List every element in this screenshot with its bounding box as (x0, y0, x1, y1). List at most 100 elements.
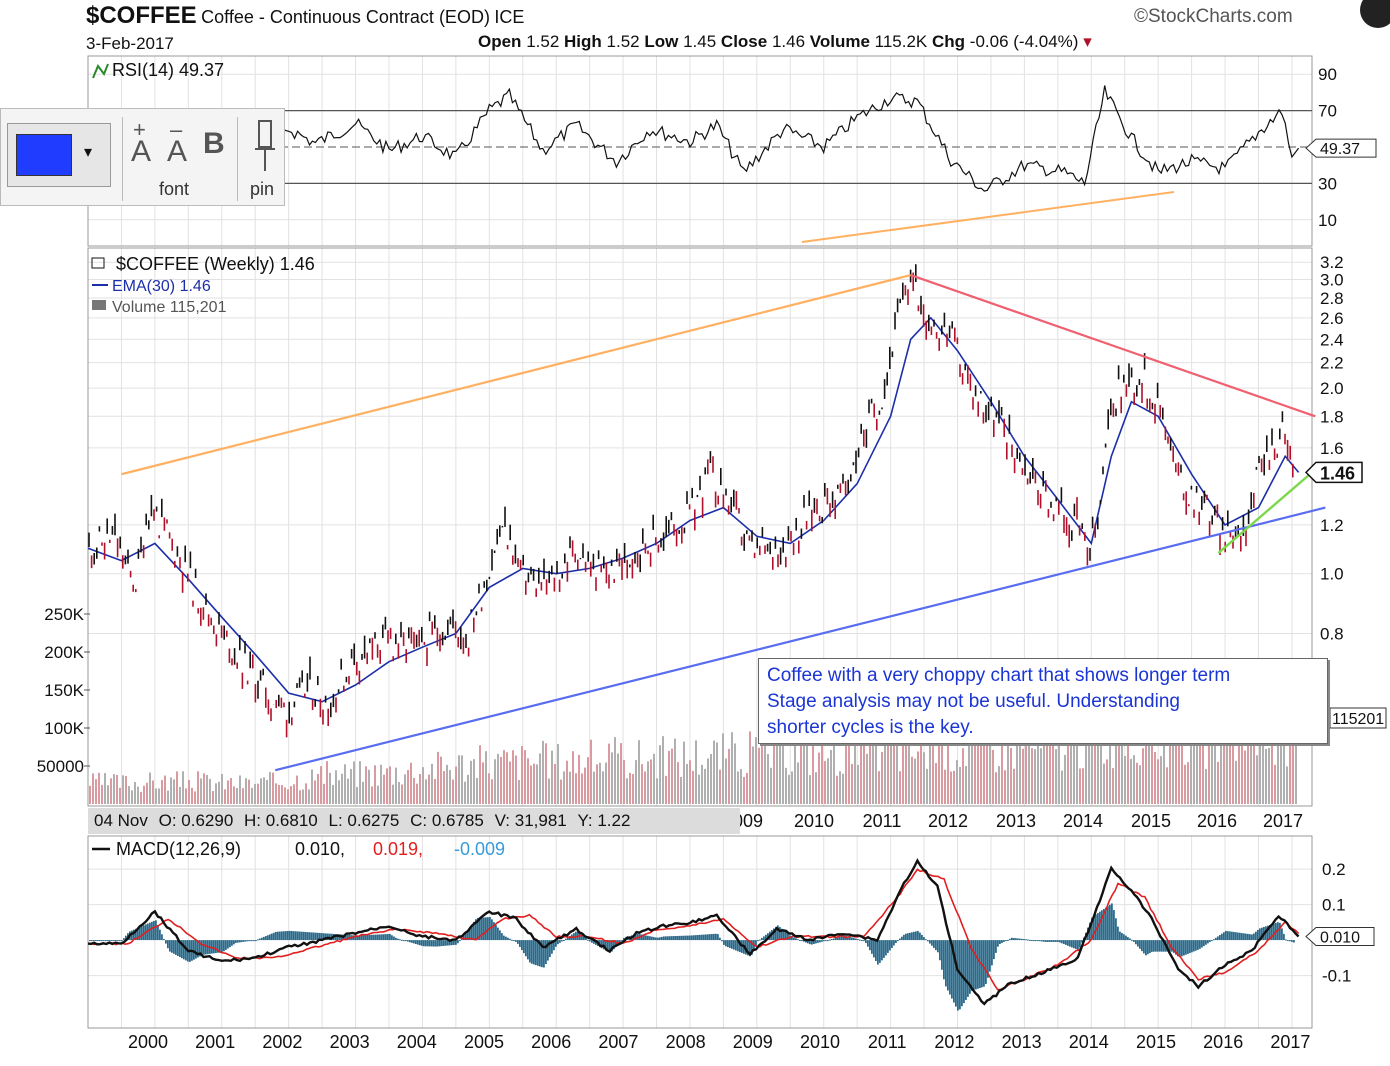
macd-histogram-bar (1005, 940, 1007, 942)
macd-histogram-bar (761, 937, 763, 941)
macd-histogram-bar (555, 940, 557, 947)
macd-histogram-bar (1153, 940, 1155, 952)
volume-bar (281, 785, 283, 804)
macd-histogram-bar (1285, 939, 1287, 941)
volume-bar (596, 764, 598, 804)
volume-bar (521, 746, 523, 804)
volume-bar (518, 780, 520, 804)
macd-histogram-bar (179, 940, 181, 958)
macd-histogram-bar (1001, 940, 1003, 943)
macd-histogram-bar (805, 940, 807, 943)
volume-bar (1151, 714, 1153, 804)
volume-bar (1265, 748, 1267, 804)
macd-histogram-bar (1149, 940, 1151, 954)
macd-histogram-bar (815, 940, 817, 944)
macd-histogram-bar (937, 940, 939, 953)
macd-histogram-bar (223, 940, 225, 952)
volume-bar (530, 765, 532, 804)
macd-histogram-bar (165, 940, 167, 944)
macd-histogram-bar (1209, 940, 1211, 942)
volume-bar (1178, 739, 1180, 804)
macd-histogram-bar (1113, 910, 1115, 941)
macd-histogram-bar (1151, 940, 1153, 952)
volume-bar (185, 788, 187, 804)
price-legend-icon (91, 257, 105, 269)
volume-bar (1001, 726, 1003, 804)
volume-bar (398, 782, 400, 804)
trendline-red (910, 274, 1316, 418)
macd-histogram-bar (1187, 940, 1189, 954)
macd-histogram-bar (1269, 924, 1271, 941)
bold-button[interactable]: B (203, 127, 225, 160)
annotation-line-2: Stage analysis may not be useful. Unders… (767, 691, 1180, 712)
macd-histogram-bar (1193, 940, 1195, 952)
price-tick-label: 0.8 (1320, 624, 1344, 643)
macd-histogram-bar (897, 940, 899, 942)
macd-histogram-bar (611, 940, 613, 952)
macd-histogram-bar (659, 937, 661, 941)
macd-histogram-bar (133, 929, 135, 941)
volume-bar (542, 740, 544, 804)
volume-bar (1169, 730, 1171, 804)
rsi-tick-label: 90 (1318, 65, 1337, 84)
volume-bar (806, 733, 808, 804)
volume-bar (929, 745, 931, 804)
volume-bar (1010, 747, 1012, 804)
macd-histogram-bar (817, 940, 819, 943)
macd-histogram-bar (561, 940, 563, 942)
macd-histogram-bar (297, 931, 299, 941)
annotation-note[interactable]: Coffee with a very choppy chart that sho… (758, 658, 1328, 744)
color-swatch[interactable] (16, 134, 72, 176)
volume-bar (134, 781, 136, 804)
title-row: $COFFEE Coffee - Continuous Contract (EO… (86, 2, 524, 30)
macd-histogram-bar (365, 935, 367, 941)
volume-bar (704, 768, 706, 804)
macd-histogram-bar (1107, 906, 1109, 941)
volume-bar (404, 774, 406, 804)
macd-histogram-bar (737, 940, 739, 952)
macd-histogram-bar (1141, 940, 1143, 952)
macd-histogram-bar (613, 940, 615, 950)
macd-histogram-bar (1089, 922, 1091, 941)
volume-bar (812, 742, 814, 804)
macd-histogram-bar (957, 940, 959, 1011)
macd-histogram-bar (1273, 923, 1275, 941)
watermark[interactable]: ©StockCharts.com (1134, 6, 1293, 27)
volume-bar (1289, 708, 1291, 804)
annotation-toolbar: ▾ + A – A B font pin (0, 108, 285, 206)
x-axis-label: 2002 (262, 1032, 302, 1052)
volume-bar (1046, 731, 1048, 804)
macd-histogram-bar (315, 932, 317, 941)
volume-bar (989, 737, 991, 804)
macd-histogram-bar (885, 940, 887, 956)
color-picker[interactable]: ▾ (7, 123, 111, 187)
volume-bar (1286, 766, 1288, 804)
volume-bar (227, 780, 229, 804)
close-icon[interactable] (1360, 0, 1390, 28)
macd-histogram-bar (231, 940, 233, 946)
rsi-tick-label: 10 (1318, 211, 1337, 230)
macd-histogram-bar (1035, 940, 1037, 942)
volume-bar (416, 783, 418, 804)
macd-histogram-bar (237, 940, 239, 943)
volume-bar (356, 786, 358, 804)
trendline-green (1217, 471, 1313, 555)
dropdown-arrow-icon[interactable]: ▾ (84, 144, 93, 161)
price-legend-text: $COFFEE (Weekly) 1.46 (116, 254, 315, 274)
volume-bar (1028, 735, 1030, 804)
macd-histogram-bar (301, 931, 303, 941)
volume-bar (137, 786, 139, 804)
macd-histogram-bar (1259, 928, 1261, 941)
macd-value-tag (1305, 927, 1375, 947)
macd-histogram-bar (143, 925, 145, 941)
macd-histogram-bar (1157, 940, 1159, 952)
macd-histogram-bar (609, 940, 611, 953)
macd-histogram-bar (91, 940, 93, 942)
macd-histogram-bar (271, 933, 273, 941)
macd-histogram-bar (495, 924, 497, 941)
volume-bar (500, 756, 502, 804)
pin-icon[interactable] (253, 119, 277, 175)
volume-bar (986, 737, 988, 804)
volume-bar (122, 775, 124, 804)
